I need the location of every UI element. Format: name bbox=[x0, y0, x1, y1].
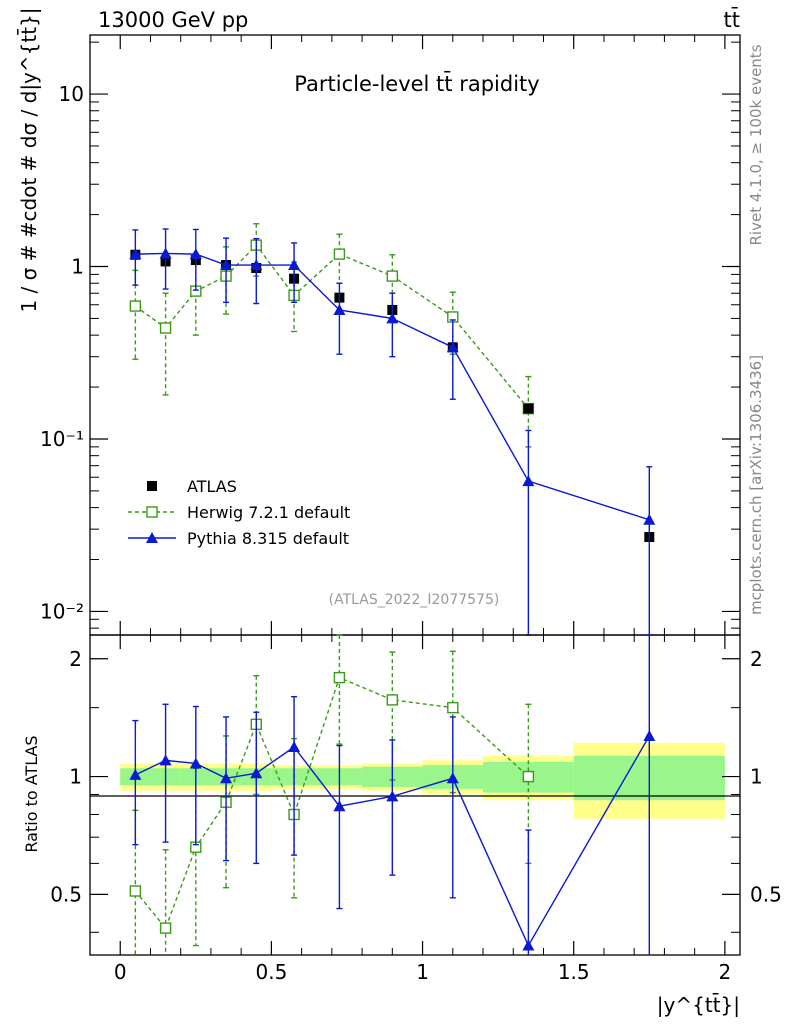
legend-herwig: Herwig 7.2.1 default bbox=[187, 503, 350, 522]
pythia-ratio-marker bbox=[189, 757, 202, 769]
y-tick-label: 10⁻¹ bbox=[40, 427, 84, 451]
ratio-series-line bbox=[134, 676, 529, 930]
process-label: tt̄ bbox=[724, 7, 740, 32]
x-tick-label: 0 bbox=[114, 960, 127, 984]
x-axis-label: |y^{tt̄}| bbox=[657, 992, 740, 1017]
herwig-ratio-marker bbox=[129, 885, 142, 897]
pythia-ratio-marker bbox=[643, 729, 656, 741]
herwig-ratio-marker bbox=[522, 770, 535, 783]
y-tick-label: 10 bbox=[59, 82, 84, 106]
herwig-ratio-marker bbox=[386, 694, 399, 706]
pythia-marker bbox=[643, 513, 656, 525]
pythia-ratio-marker bbox=[129, 768, 142, 780]
x-axis-ticks: 0 0.5 1 1.5 2 bbox=[89, 35, 732, 984]
energy-label: 13000 GeV pp bbox=[98, 8, 248, 32]
pythia-ratio-marker bbox=[288, 741, 301, 752]
y-tick-label: 10⁻² bbox=[40, 599, 84, 623]
y-tick-label: 1 bbox=[71, 255, 84, 279]
legend-marker-pythia bbox=[146, 532, 158, 543]
pythia-marker bbox=[220, 259, 233, 271]
herwig-marker bbox=[386, 270, 399, 282]
pythia-marker bbox=[522, 475, 535, 487]
x-tick-label: 1.5 bbox=[558, 960, 590, 984]
pythia-ratio-marker bbox=[522, 939, 535, 951]
x-tick-label: 1 bbox=[416, 960, 429, 984]
ratio-panel: 0.5 0.5 1 1 2 2 Ratio to ATLAS bbox=[22, 634, 782, 956]
herwig-marker bbox=[159, 322, 172, 334]
pythia-marker bbox=[386, 312, 399, 324]
herwig-marker bbox=[333, 248, 346, 260]
pythia-ratio-marker bbox=[446, 772, 459, 784]
mcplots-label: mcplots.cern.ch [arXiv:1306.3436] bbox=[747, 355, 765, 615]
legend-marker-atlas bbox=[147, 481, 157, 491]
legend-pythia: Pythia 8.315 default bbox=[187, 529, 349, 548]
pythia-ratio-marker bbox=[386, 790, 399, 802]
pythia-ratio-marker bbox=[250, 767, 263, 779]
ratio-y-axis-label: Ratio to ATLAS bbox=[22, 735, 41, 852]
herwig-ratio-marker bbox=[333, 671, 346, 684]
series-line bbox=[134, 244, 529, 410]
ratio-tick-label-right: 0.5 bbox=[750, 882, 782, 906]
reference-label: (ATLAS_2022_I2077575) bbox=[329, 592, 500, 608]
ratio-panel-frame bbox=[89, 634, 741, 956]
ratio-tick-label-right: 1 bbox=[750, 765, 763, 789]
pythia-marker bbox=[159, 247, 172, 259]
pythia-ratio-marker bbox=[159, 754, 172, 766]
ratio-tick-label: 1 bbox=[69, 765, 82, 789]
rivet-version-label: Rivet 4.1.0, ≥ 100k events bbox=[747, 44, 765, 245]
ratio-tick-label-right: 2 bbox=[750, 647, 763, 671]
pythia-marker bbox=[189, 248, 202, 260]
x-tick-label: 0.5 bbox=[255, 960, 287, 984]
main-series bbox=[129, 223, 656, 636]
x-tick-label: 2 bbox=[719, 960, 732, 984]
ratio-axis-ticks: 0.5 0.5 1 1 2 2 bbox=[50, 647, 782, 933]
ratio-tick-label: 2 bbox=[69, 647, 82, 671]
herwig-ratio-marker bbox=[447, 701, 459, 714]
pythia-ratio-marker bbox=[220, 772, 233, 784]
legend-marker-herwig bbox=[146, 506, 158, 518]
ratio-series bbox=[129, 634, 656, 955]
ratio-tick-label: 0.5 bbox=[50, 882, 82, 906]
legend-atlas: ATLAS bbox=[187, 477, 237, 496]
herwig-ratio-marker bbox=[159, 922, 172, 934]
pythia-marker bbox=[446, 341, 459, 353]
atlas-marker bbox=[523, 403, 534, 414]
pythia-marker bbox=[288, 259, 301, 271]
y-axis-label: 1 / σ # #cdot # dσ / d|y^{tt̄}| bbox=[16, 7, 41, 312]
pythia-marker bbox=[333, 303, 346, 315]
herwig-marker bbox=[129, 300, 142, 312]
legend: ATLAS Herwig 7.2.1 default Pythia 8.315 … bbox=[128, 477, 350, 548]
ratio-uncertainty-bands bbox=[120, 742, 725, 819]
chart-title: Particle-level tt̄ rapidity bbox=[294, 71, 539, 96]
pythia-marker bbox=[129, 248, 142, 260]
pythia-ratio-marker bbox=[333, 800, 346, 812]
main-axis-ticks: 10⁻² 10⁻¹ 1 10 bbox=[40, 41, 740, 629]
pythia-marker bbox=[250, 259, 263, 271]
